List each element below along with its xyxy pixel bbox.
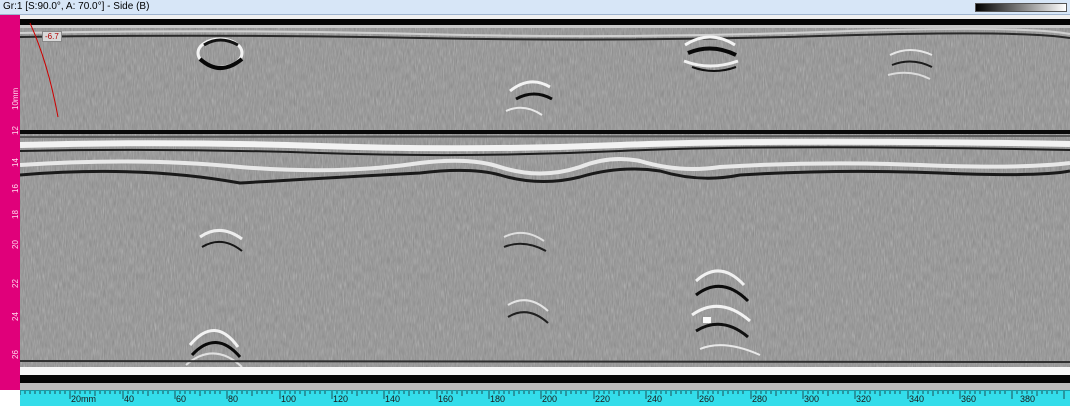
hruler-label: 60 (176, 394, 187, 404)
hruler-label: 220 (595, 394, 611, 404)
hruler-label: 360 (961, 394, 977, 404)
vruler-label: 12 (11, 126, 20, 135)
view-title: Gr:1 [S:90.0°, A: 70.0°] - Side (B) (3, 1, 150, 12)
vruler-label: 14 (11, 158, 20, 167)
hruler-label: 40 (124, 394, 135, 404)
hruler-ticks (20, 391, 1065, 399)
cursor-depth-readout: -6.7 (42, 31, 62, 42)
vruler-label: 24 (11, 312, 20, 321)
hruler-label: 240 (647, 394, 663, 404)
hruler-label: 200 (542, 394, 558, 404)
color-palette-bar[interactable] (975, 3, 1067, 12)
view-title-bar: Gr:1 [S:90.0°, A: 70.0°] - Side (B) (0, 0, 1070, 15)
hruler-label: 160 (438, 394, 454, 404)
vruler-label: 20 (11, 240, 20, 249)
hruler-label: 340 (909, 394, 925, 404)
hruler-label: 280 (752, 394, 768, 404)
vertical-depth-ruler[interactable]: 10mm 12 14 16 18 20 22 24 26 (0, 15, 20, 390)
hruler-label: 300 (804, 394, 820, 404)
hruler-label: 140 (385, 394, 401, 404)
hruler-label: 380 (1020, 394, 1036, 404)
bscan-image[interactable]: -6.7 (20, 15, 1070, 390)
hruler-label: 80 (228, 394, 239, 404)
vruler-label: 22 (11, 279, 20, 288)
hruler-label: 260 (699, 394, 715, 404)
bscan-graphic (20, 15, 1070, 390)
hruler-label: 180 (490, 394, 506, 404)
hruler-label: 100 (281, 394, 297, 404)
hruler-label: 120 (333, 394, 349, 404)
horizontal-scan-ruler[interactable]: 20mm 40 60 80 100 120 140 160 180 200 22… (20, 390, 1070, 406)
vruler-unit-label: 10mm (11, 87, 20, 110)
vruler-label: 26 (11, 350, 20, 359)
hruler-label: 320 (856, 394, 872, 404)
vruler-label: 18 (11, 210, 20, 219)
hruler-label: 20mm (71, 394, 97, 404)
vruler-label: 16 (11, 184, 20, 193)
